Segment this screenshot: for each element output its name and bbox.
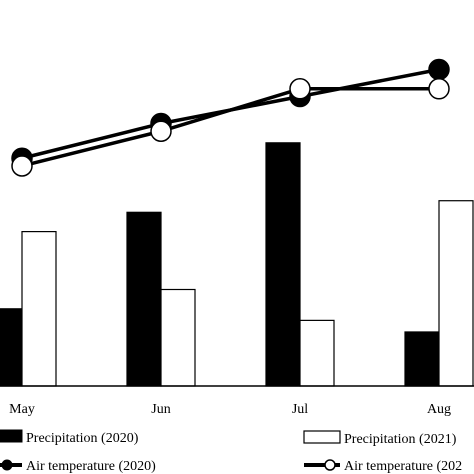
point-air-temperature-2021-may bbox=[11, 155, 33, 177]
point-air-temperature-2021-jun bbox=[150, 120, 172, 142]
legend-swatch-precip-2021 bbox=[303, 430, 341, 444]
legend-label-precip-2020: Precipitation (2020) bbox=[26, 431, 139, 446]
legend-label-temp-2021: Air temperature (202 bbox=[344, 459, 462, 474]
legend-label-precip-2021: Precipitation (2021) bbox=[344, 432, 457, 447]
legend-label-temp-2020: Air temperature (2020) bbox=[26, 459, 156, 474]
bar-precipitation-2020-jun bbox=[126, 211, 162, 387]
legend-marker-temp-2021 bbox=[324, 459, 336, 471]
line-air-temperature-2021 bbox=[21, 87, 439, 168]
lines-group bbox=[11, 58, 450, 177]
legend-swatch-precip-2020 bbox=[0, 429, 23, 443]
bar-precipitation-2021-jul bbox=[299, 319, 335, 387]
bar-precipitation-2021-may bbox=[21, 231, 57, 387]
bar-precipitation-2020-aug bbox=[404, 331, 440, 387]
x-tick-aug: Aug bbox=[427, 402, 451, 417]
bar-precipitation-2020-may bbox=[0, 308, 23, 387]
bar-precipitation-2020-jul bbox=[265, 142, 301, 387]
x-tick-may: May bbox=[9, 402, 35, 417]
legend-marker-temp-2020 bbox=[1, 459, 13, 471]
x-tick-jun: Jun bbox=[151, 402, 170, 417]
x-tick-labels: May Jun Jul Aug bbox=[9, 402, 451, 417]
line-air-temperature-2020 bbox=[21, 67, 440, 160]
legend: Precipitation (2020) Precipitation (2021… bbox=[0, 429, 462, 474]
bar-precipitation-2021-aug bbox=[438, 200, 474, 387]
point-air-temperature-2021-jul bbox=[289, 78, 311, 100]
point-air-temperature-2020-aug bbox=[428, 58, 450, 81]
point-air-temperature-2021-aug bbox=[428, 78, 450, 100]
bar-precipitation-2021-jun bbox=[160, 288, 196, 387]
x-tick-jul: Jul bbox=[292, 402, 308, 417]
bars-group bbox=[0, 142, 474, 387]
